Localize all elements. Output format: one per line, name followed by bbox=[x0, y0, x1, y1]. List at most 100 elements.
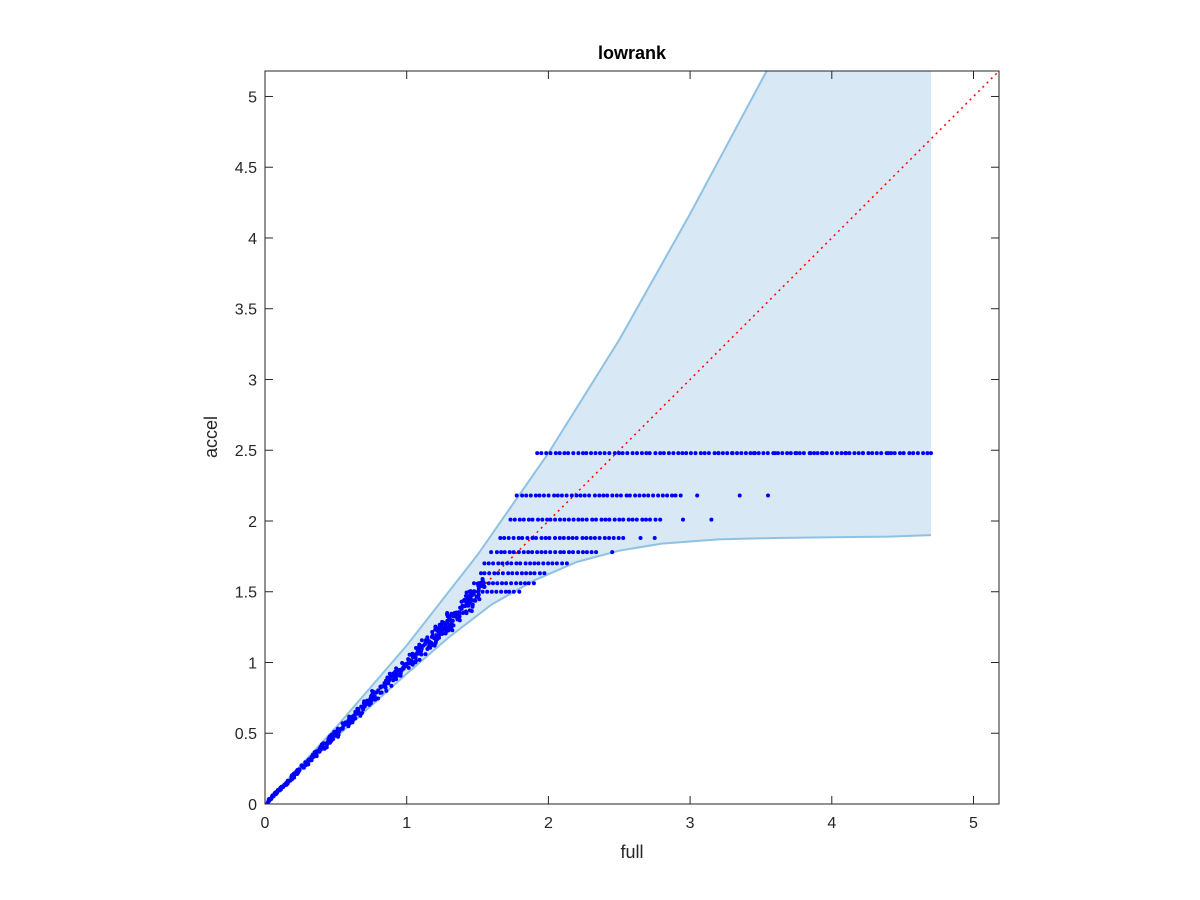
data-point bbox=[300, 764, 305, 769]
data-point bbox=[382, 684, 386, 689]
data-point bbox=[571, 451, 576, 456]
data-point bbox=[535, 451, 540, 456]
data-point bbox=[592, 536, 597, 540]
data-point bbox=[442, 627, 446, 632]
data-point bbox=[548, 451, 553, 456]
data-point bbox=[337, 728, 342, 733]
data-point bbox=[481, 581, 486, 586]
data-point bbox=[607, 536, 612, 540]
data-point bbox=[785, 451, 790, 456]
data-point bbox=[525, 536, 530, 540]
data-point bbox=[621, 536, 626, 540]
data-point bbox=[618, 493, 623, 498]
data-point bbox=[693, 451, 698, 456]
data-point bbox=[929, 451, 933, 456]
data-point bbox=[417, 646, 421, 650]
data-point bbox=[581, 451, 585, 456]
data-point bbox=[317, 749, 322, 754]
data-point bbox=[459, 599, 464, 604]
data-point bbox=[476, 581, 481, 586]
data-point bbox=[523, 581, 527, 586]
data-point bbox=[553, 451, 558, 456]
data-point bbox=[676, 451, 681, 456]
data-point bbox=[519, 571, 524, 576]
data-point bbox=[621, 517, 626, 522]
data-point bbox=[365, 701, 370, 706]
x-tick-label: 4 bbox=[827, 815, 836, 832]
reference-line-layer bbox=[264, 70, 1000, 805]
data-point bbox=[824, 451, 829, 456]
y-tick-label: 4.5 bbox=[235, 160, 257, 177]
data-point bbox=[652, 536, 657, 540]
data-point bbox=[566, 451, 571, 456]
data-point bbox=[425, 647, 430, 651]
data-point bbox=[819, 451, 824, 456]
data-point bbox=[593, 451, 598, 456]
data-point bbox=[499, 589, 504, 594]
data-point bbox=[507, 589, 512, 594]
data-point bbox=[571, 550, 575, 555]
data-point bbox=[362, 704, 367, 709]
data-point bbox=[743, 451, 748, 456]
data-point bbox=[666, 451, 671, 456]
data-point bbox=[506, 571, 511, 576]
data-point bbox=[516, 536, 521, 540]
data-point bbox=[709, 517, 714, 522]
data-point bbox=[698, 451, 703, 456]
data-point bbox=[580, 536, 585, 540]
data-point bbox=[766, 493, 770, 498]
data-point bbox=[815, 451, 820, 456]
data-point bbox=[504, 581, 509, 586]
data-point bbox=[567, 550, 571, 555]
axes bbox=[264, 70, 1000, 805]
y-axis-ticks: 0 0.5 1 1.5 2 2.5 3 3.5 4 4.5 5 bbox=[235, 89, 999, 814]
data-point bbox=[406, 665, 411, 670]
data-point bbox=[678, 493, 683, 498]
data-point bbox=[371, 696, 376, 701]
data-point bbox=[539, 451, 544, 456]
data-point bbox=[434, 626, 439, 631]
x-axis-label: full bbox=[620, 842, 643, 862]
data-point bbox=[451, 623, 456, 628]
data-point bbox=[797, 451, 802, 456]
data-point bbox=[492, 571, 497, 576]
data-point bbox=[553, 517, 558, 522]
data-point bbox=[539, 536, 544, 540]
data-point bbox=[594, 550, 599, 555]
data-point bbox=[594, 517, 598, 522]
data-point bbox=[384, 688, 389, 693]
data-point bbox=[322, 746, 327, 750]
data-point bbox=[467, 589, 472, 594]
data-point bbox=[562, 451, 567, 456]
data-point bbox=[512, 517, 517, 522]
data-point bbox=[445, 620, 449, 625]
data-point bbox=[517, 589, 522, 594]
data-point bbox=[464, 609, 468, 614]
data-point bbox=[499, 550, 504, 555]
data-point bbox=[346, 718, 351, 723]
data-point bbox=[505, 561, 510, 566]
data-point bbox=[576, 451, 581, 456]
data-point bbox=[500, 581, 504, 586]
data-point bbox=[558, 550, 563, 555]
data-point bbox=[432, 636, 437, 641]
data-point bbox=[508, 517, 513, 522]
data-point bbox=[554, 561, 559, 566]
data-point bbox=[627, 493, 632, 498]
data-point bbox=[423, 652, 428, 657]
data-point bbox=[486, 581, 491, 586]
band-upper-edge bbox=[264, 70, 768, 805]
data-point bbox=[524, 571, 529, 576]
data-point bbox=[537, 493, 542, 498]
data-point bbox=[716, 451, 721, 456]
data-point bbox=[735, 451, 739, 456]
data-point bbox=[530, 550, 535, 555]
data-point bbox=[518, 581, 523, 586]
data-point bbox=[617, 451, 621, 456]
data-point bbox=[566, 536, 571, 540]
data-point bbox=[387, 671, 392, 676]
data-point bbox=[467, 594, 472, 598]
data-point bbox=[336, 734, 340, 739]
data-point bbox=[412, 660, 417, 665]
data-point bbox=[570, 536, 575, 540]
